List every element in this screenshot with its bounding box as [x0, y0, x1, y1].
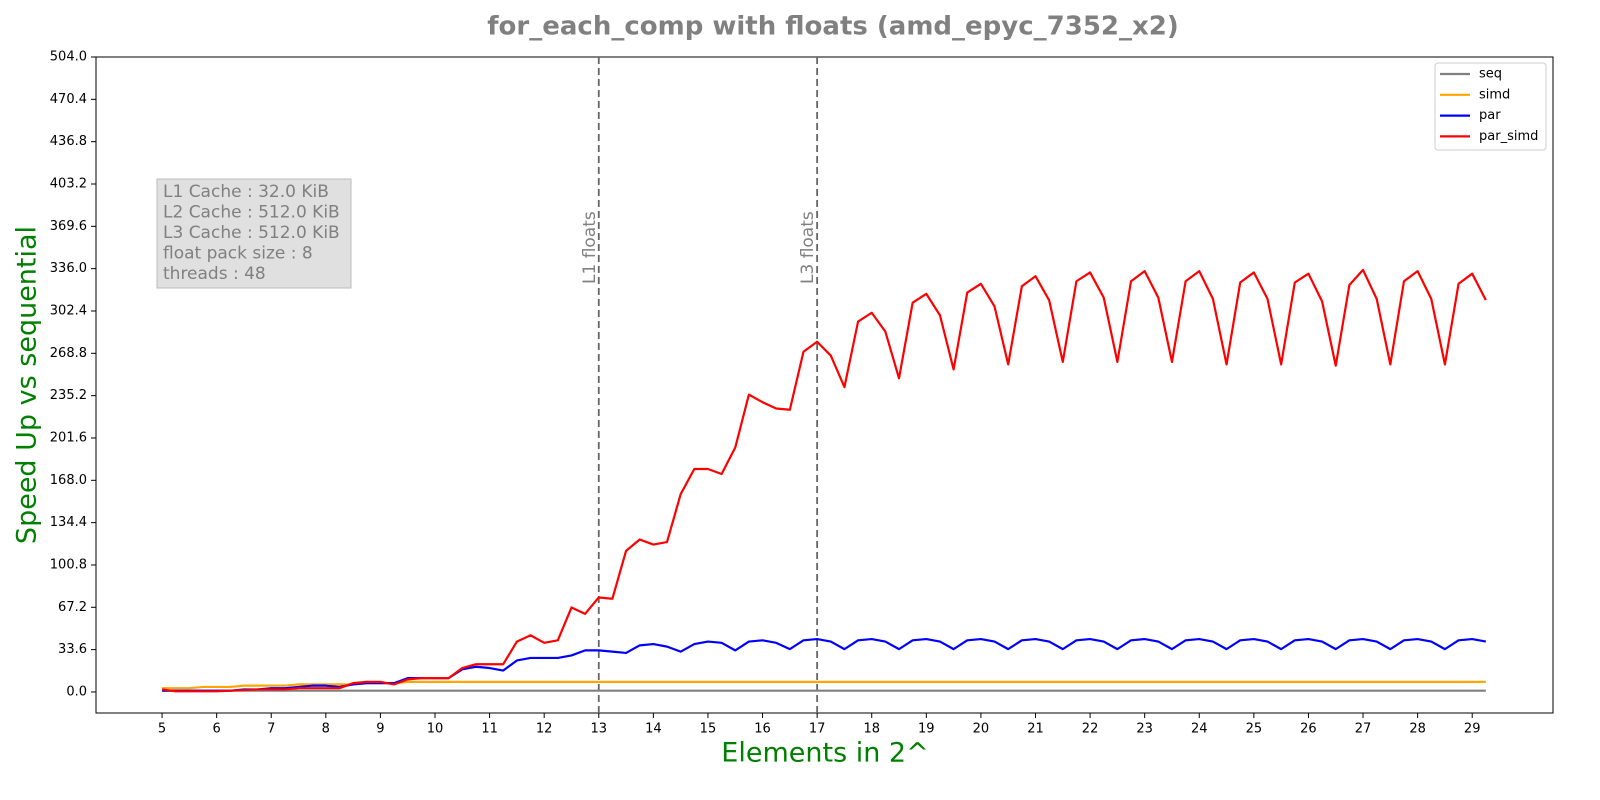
x-tick-label: 27	[1355, 722, 1372, 737]
x-tick-label: 28	[1409, 722, 1426, 737]
y-tick-label: 33.6	[58, 642, 87, 657]
x-tick-label: 25	[1246, 722, 1263, 737]
y-tick-label: 302.4	[50, 303, 87, 318]
legend-label: par	[1479, 108, 1501, 123]
x-tick-label: 21	[1027, 722, 1044, 737]
info-line: L3 Cache : 512.0 KiB	[163, 223, 340, 243]
x-tick-label: 12	[536, 722, 553, 737]
y-tick-label: 0.0	[66, 684, 87, 699]
x-tick-label: 18	[863, 722, 880, 737]
x-tick-label: 20	[973, 722, 990, 737]
x-tick-label: 7	[267, 722, 275, 737]
x-tick-label: 22	[1082, 722, 1099, 737]
legend-label: par_simd	[1479, 129, 1538, 144]
x-tick-label: 26	[1300, 722, 1317, 737]
y-tick-label: 134.4	[50, 515, 87, 530]
x-tick-label: 9	[376, 722, 384, 737]
info-line: float pack size : 8	[163, 244, 313, 264]
info-line: threads : 48	[163, 264, 266, 284]
y-tick-label: 201.6	[50, 430, 87, 445]
plot-frame	[95, 56, 1554, 714]
x-tick-label: 19	[918, 722, 935, 737]
x-tick-label: 17	[809, 722, 826, 737]
y-tick-label: 67.2	[58, 600, 87, 615]
info-line: L1 Cache : 32.0 KiB	[163, 182, 329, 202]
y-tick-label: 100.8	[50, 557, 87, 572]
legend-label: simd	[1479, 87, 1510, 102]
x-tick-label: 23	[1136, 722, 1153, 737]
y-tick-label: 403.2	[50, 176, 87, 191]
legend-box	[1434, 62, 1547, 151]
y-tick-label: 268.8	[50, 346, 87, 361]
x-tick-label: 29	[1464, 722, 1481, 737]
chart-title: for_each_comp with floats (amd_epyc_7352…	[487, 12, 1179, 42]
x-tick-label: 15	[700, 722, 717, 737]
x-tick-label: 11	[481, 722, 498, 737]
x-tick-label: 8	[322, 722, 330, 737]
series-line	[161, 268, 1487, 693]
x-tick-label: 6	[213, 722, 221, 737]
x-tick-label: 10	[427, 722, 444, 737]
x-axis-label: Elements in 2^	[721, 738, 928, 769]
y-tick-label: 168.0	[50, 473, 87, 488]
info-box	[156, 178, 352, 289]
x-tick-label: 5	[158, 722, 166, 737]
y-tick-label: 235.2	[50, 388, 87, 403]
cache-label: L1 floats	[580, 211, 600, 284]
y-axis-label: Speed Up vs sequential	[12, 226, 43, 544]
y-tick-label: 504.0	[50, 50, 87, 65]
x-tick-label: 16	[754, 722, 771, 737]
legend-label: seq	[1479, 67, 1502, 82]
y-tick-label: 336.0	[50, 261, 87, 276]
y-tick-label: 436.8	[50, 134, 87, 149]
x-tick-label: 13	[590, 722, 607, 737]
info-line: L2 Cache : 512.0 KiB	[163, 203, 340, 223]
cache-label: L3 floats	[798, 211, 818, 284]
x-tick-label: 24	[1191, 722, 1208, 737]
y-tick-label: 369.6	[50, 219, 87, 234]
x-tick-label: 14	[645, 722, 662, 737]
y-tick-label: 470.4	[50, 92, 87, 107]
